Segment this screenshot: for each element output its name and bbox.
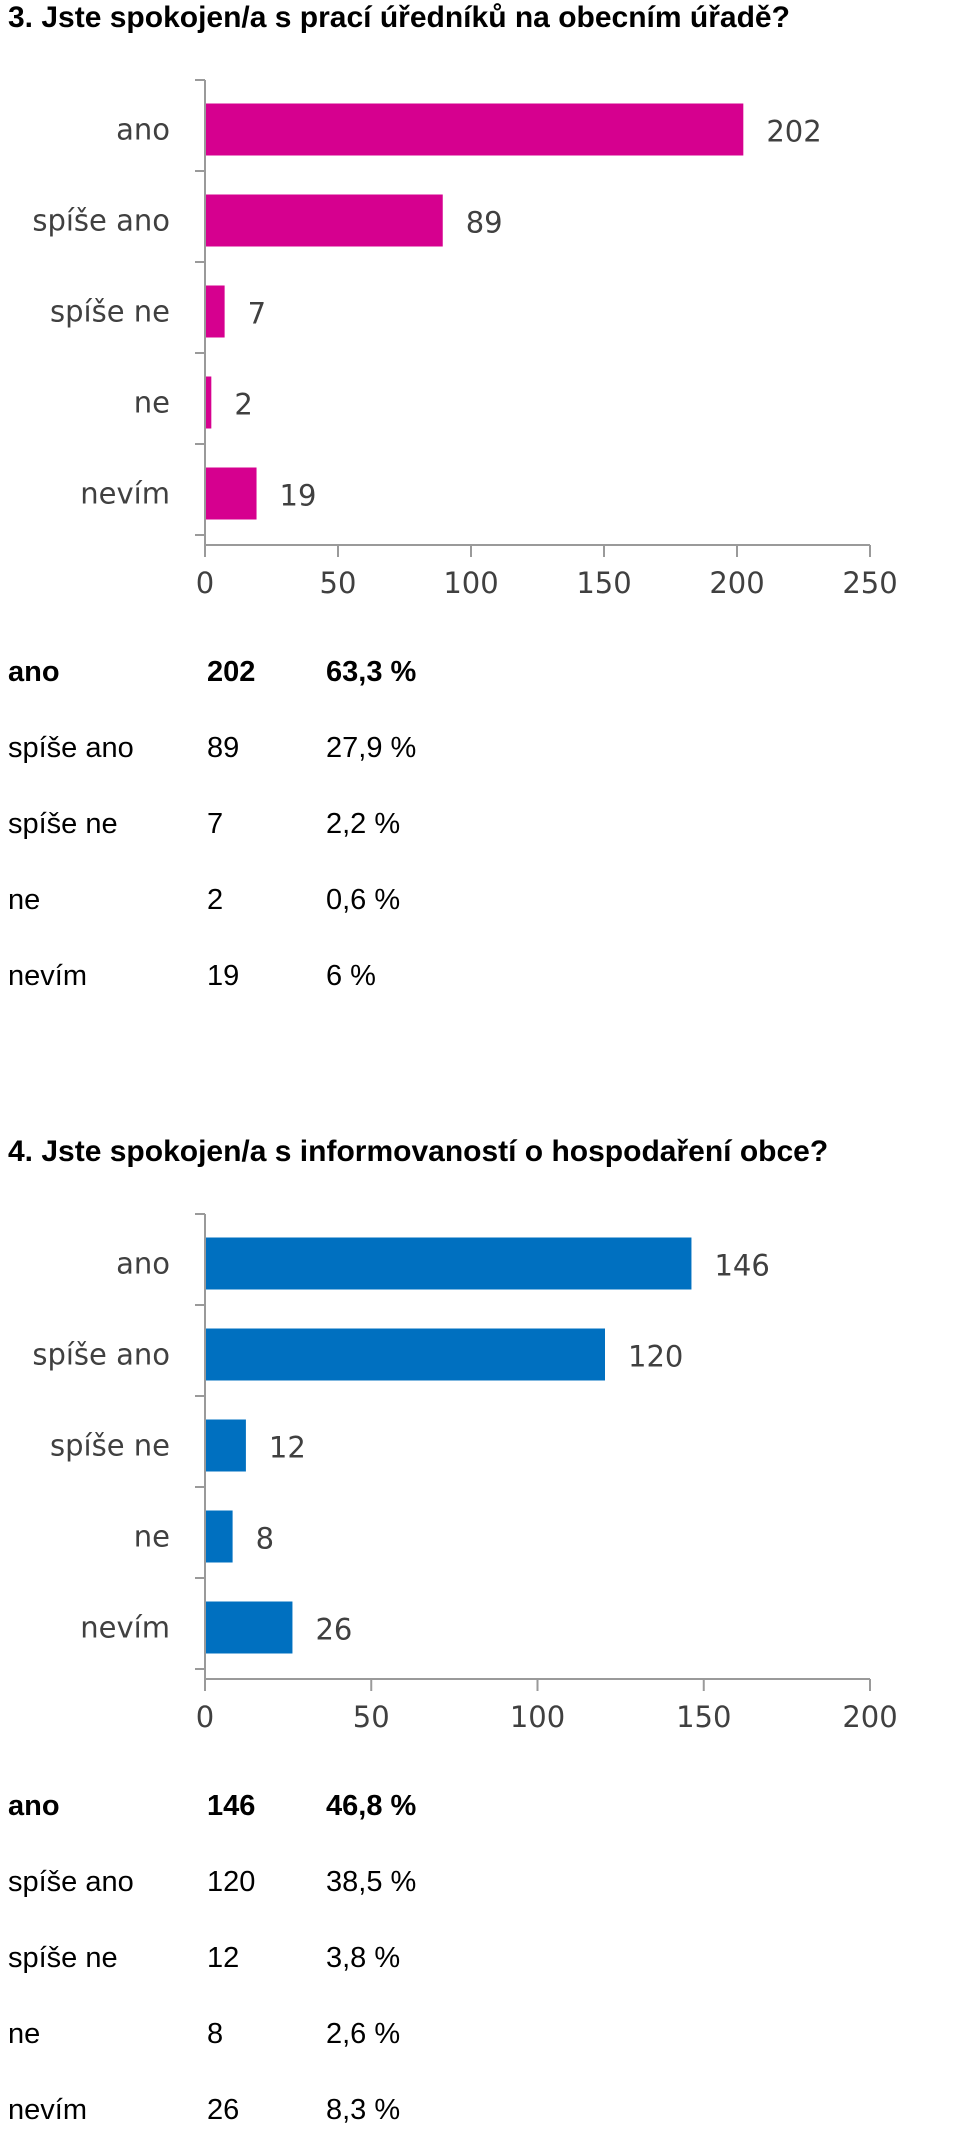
data-label: 89 bbox=[466, 206, 503, 240]
row-percent: 46,8 % bbox=[326, 1789, 417, 1822]
table-row: spíše ne 7 2,2 % bbox=[8, 786, 526, 862]
x-tick-label: 0 bbox=[196, 1700, 214, 1734]
x-tick-label: 250 bbox=[842, 566, 897, 600]
row-label: spíše ne bbox=[8, 1941, 118, 1974]
data-label: 2 bbox=[234, 388, 252, 422]
row-percent: 2,6 % bbox=[326, 2017, 401, 2050]
row-percent: 0,6 % bbox=[326, 883, 401, 916]
table-row: ano 146 46,8 % bbox=[8, 1768, 526, 1844]
x-tick-label: 100 bbox=[510, 1700, 565, 1734]
category-label: spíše ne bbox=[50, 295, 170, 329]
results-table-question-4: ano 146 46,8 % spíše ano 120 38,5 % spíš… bbox=[8, 1768, 526, 2148]
category-label: ano bbox=[116, 1247, 170, 1281]
row-percent: 63,3 % bbox=[326, 655, 417, 688]
row-count: 8 bbox=[207, 2017, 224, 2050]
data-label: 202 bbox=[766, 115, 821, 149]
row-label: nevím bbox=[8, 2093, 87, 2126]
table-row: spíše ne 12 3,8 % bbox=[8, 1920, 526, 1996]
category-label: spíše ano bbox=[32, 204, 170, 238]
data-label: 26 bbox=[315, 1613, 352, 1647]
row-count: 202 bbox=[207, 655, 256, 688]
row-label: ano bbox=[8, 655, 60, 688]
x-tick-label: 50 bbox=[353, 1700, 390, 1734]
data-label: 12 bbox=[269, 1431, 306, 1465]
table-row: nevím 26 8,3 % bbox=[8, 2072, 526, 2148]
category-label: ne bbox=[134, 1520, 170, 1554]
x-tick-label: 200 bbox=[842, 1700, 897, 1734]
row-percent: 38,5 % bbox=[326, 1865, 417, 1898]
table-row: spíše ano 120 38,5 % bbox=[8, 1844, 526, 1920]
bar bbox=[206, 285, 225, 338]
row-percent: 8,3 % bbox=[326, 2093, 401, 2126]
row-count: 7 bbox=[207, 807, 224, 840]
bar bbox=[206, 467, 257, 520]
row-label: spíše ano bbox=[8, 1865, 134, 1898]
bar bbox=[206, 1328, 605, 1381]
bar bbox=[206, 103, 744, 156]
table-row: spíše ano 89 27,9 % bbox=[8, 710, 526, 786]
row-label: spíše ne bbox=[8, 807, 118, 840]
table-row: ne 2 0,6 % bbox=[8, 862, 526, 938]
table-row: nevím 19 6 % bbox=[8, 938, 526, 1014]
table-row: ne 8 2,6 % bbox=[8, 1996, 526, 2072]
row-label: ano bbox=[8, 1789, 60, 1822]
category-label: nevím bbox=[80, 1611, 170, 1645]
x-tick-label: 0 bbox=[196, 566, 214, 600]
bar-chart-question-3: 0 50 100 150 200 250 ano 202 spíše ano 89 spíše ne… bbox=[32, 79, 898, 600]
row-count: 19 bbox=[207, 959, 240, 992]
table-row: ano 202 63,3 % bbox=[8, 634, 526, 710]
question-4-title: 4. Jste spokojen/a s informovaností o ho… bbox=[8, 1135, 829, 1168]
data-label: 19 bbox=[280, 479, 317, 513]
x-tick-label: 150 bbox=[676, 1700, 731, 1734]
row-percent: 27,9 % bbox=[326, 731, 417, 764]
row-label: ne bbox=[8, 883, 41, 916]
bar bbox=[206, 1510, 233, 1563]
question-3-title: 3. Jste spokojen/a s prací úředníků na o… bbox=[8, 1, 790, 34]
row-count: 2 bbox=[207, 883, 224, 916]
row-count: 89 bbox=[207, 731, 240, 764]
category-label: ne bbox=[134, 386, 170, 420]
data-label: 8 bbox=[256, 1522, 274, 1556]
row-count: 12 bbox=[207, 1941, 240, 1974]
row-count: 146 bbox=[207, 1789, 256, 1822]
category-label: spíše ne bbox=[50, 1429, 170, 1463]
bar-chart-question-4: 0 50 100 150 200 ano 146 spíše ano 120 spíše ne 12… bbox=[32, 1213, 898, 1734]
bar bbox=[206, 1419, 246, 1472]
x-tick-label: 100 bbox=[443, 566, 498, 600]
category-label: spíše ano bbox=[32, 1338, 170, 1372]
bar bbox=[206, 376, 212, 429]
category-label: nevím bbox=[80, 477, 170, 511]
row-count: 120 bbox=[207, 1865, 256, 1898]
category-label: ano bbox=[116, 113, 170, 147]
row-percent: 3,8 % bbox=[326, 1941, 401, 1974]
data-label: 120 bbox=[628, 1340, 683, 1374]
row-percent: 2,2 % bbox=[326, 807, 401, 840]
x-tick-label: 200 bbox=[709, 566, 764, 600]
results-table-question-3: ano 202 63,3 % spíše ano 89 27,9 % spíše… bbox=[8, 634, 526, 1014]
row-label: nevím bbox=[8, 959, 87, 992]
row-count: 26 bbox=[207, 2093, 240, 2126]
bar bbox=[206, 1601, 293, 1654]
bar bbox=[206, 194, 443, 247]
data-label: 7 bbox=[248, 297, 266, 331]
data-label: 146 bbox=[714, 1249, 769, 1283]
row-percent: 6 % bbox=[326, 959, 376, 992]
x-tick-label: 50 bbox=[320, 566, 357, 600]
row-label: ne bbox=[8, 2017, 41, 2050]
row-label: spíše ano bbox=[8, 731, 134, 764]
bar bbox=[206, 1237, 692, 1290]
x-tick-label: 150 bbox=[576, 566, 631, 600]
